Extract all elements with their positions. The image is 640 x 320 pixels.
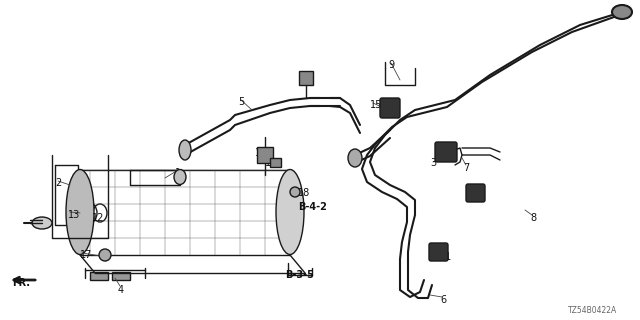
Text: 1: 1: [175, 168, 181, 178]
Ellipse shape: [179, 140, 191, 160]
Text: 16: 16: [303, 77, 316, 87]
Ellipse shape: [612, 5, 632, 19]
Text: 11: 11: [440, 252, 452, 262]
Ellipse shape: [32, 217, 52, 229]
Text: 5: 5: [238, 97, 244, 107]
Text: 4: 4: [118, 285, 124, 295]
Text: B-3-5: B-3-5: [285, 270, 314, 280]
Text: 18: 18: [298, 188, 310, 198]
Text: TZ54B0422A: TZ54B0422A: [568, 306, 617, 315]
Text: 2: 2: [55, 178, 61, 188]
FancyBboxPatch shape: [112, 272, 130, 280]
Text: 15: 15: [370, 100, 382, 110]
FancyBboxPatch shape: [257, 147, 273, 163]
Text: 7: 7: [463, 163, 469, 173]
Text: 14: 14: [265, 158, 277, 168]
Ellipse shape: [348, 149, 362, 167]
Text: 10: 10: [255, 148, 268, 158]
Text: 17: 17: [80, 250, 92, 260]
Ellipse shape: [276, 170, 304, 254]
FancyBboxPatch shape: [90, 272, 108, 280]
Text: B-4-2: B-4-2: [298, 202, 327, 212]
FancyBboxPatch shape: [466, 184, 485, 202]
Text: 3: 3: [430, 158, 436, 168]
FancyBboxPatch shape: [380, 98, 400, 118]
Text: 8: 8: [530, 213, 536, 223]
Circle shape: [290, 187, 300, 197]
Text: 9: 9: [388, 60, 394, 70]
Ellipse shape: [66, 170, 94, 254]
Ellipse shape: [174, 170, 186, 185]
Text: 11: 11: [470, 193, 483, 203]
Text: 6: 6: [440, 295, 446, 305]
FancyBboxPatch shape: [429, 243, 448, 261]
FancyBboxPatch shape: [269, 157, 280, 166]
Text: 12: 12: [92, 213, 104, 223]
FancyBboxPatch shape: [299, 71, 313, 85]
FancyBboxPatch shape: [435, 142, 457, 162]
Text: 13: 13: [68, 210, 80, 220]
Circle shape: [99, 249, 111, 261]
Text: FR.: FR.: [12, 278, 30, 288]
